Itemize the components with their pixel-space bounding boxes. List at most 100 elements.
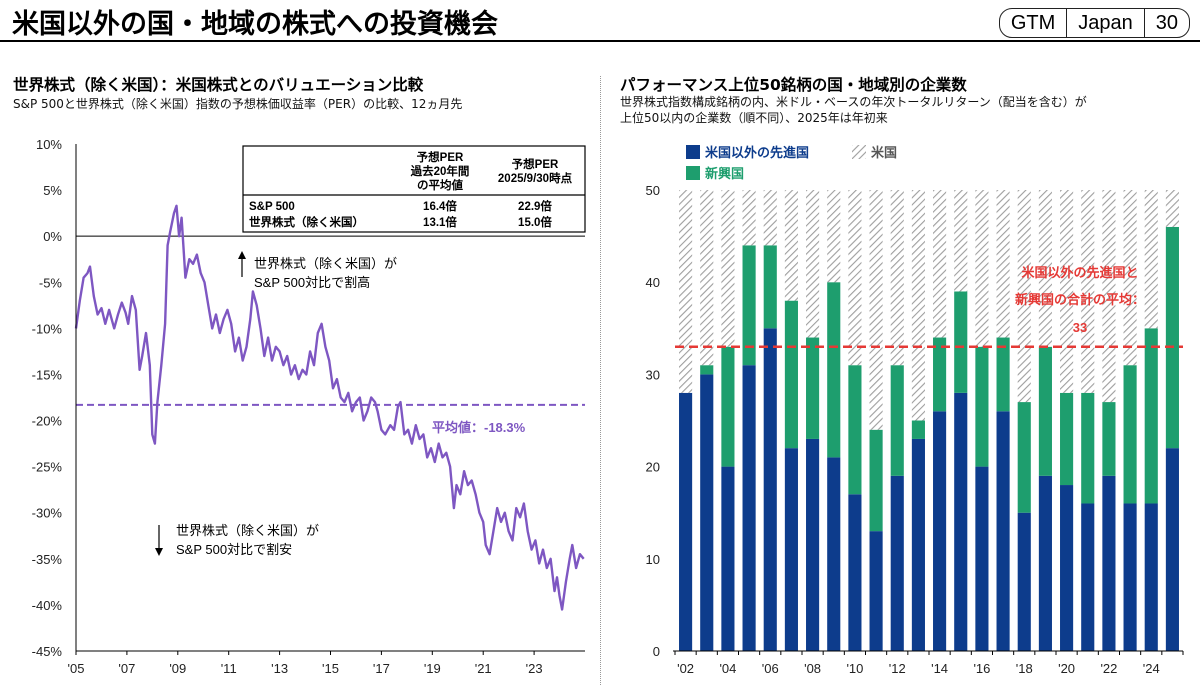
- y-tick-label: 10%: [36, 137, 62, 152]
- x-tick-label: '09: [169, 661, 186, 676]
- y-tick-label: 30: [646, 367, 660, 382]
- y-tick-label: -5%: [39, 275, 63, 290]
- annotation-cheap: 世界株式（除く米国）が S&P 500対比で割安: [155, 523, 319, 557]
- bar-us: [933, 190, 947, 338]
- bar-developed-ex-us: [784, 448, 798, 651]
- bar-us: [1102, 190, 1116, 403]
- per-table-cell: 15.0倍: [518, 215, 552, 229]
- per-table-row-label: 世界株式（除く米国）: [249, 215, 364, 229]
- right-subtitle-line: 上位50以内の企業数（順不同）、2025年は年初来: [620, 111, 888, 125]
- y-tick-label: -30%: [32, 506, 63, 521]
- bar-developed-ex-us: [679, 392, 693, 651]
- annotation-expensive: 世界株式（除く米国）が S&P 500対比で割高: [238, 251, 397, 290]
- badge-gtm: GTM: [1010, 11, 1056, 34]
- bar-emerging: [911, 420, 925, 439]
- x-tick-label: '21: [475, 661, 492, 676]
- bar-emerging: [890, 365, 904, 476]
- bar-us: [679, 190, 693, 393]
- annotation-text: S&P 500対比で割安: [176, 542, 292, 557]
- bar-developed-ex-us: [721, 466, 735, 651]
- bar-us: [1165, 190, 1179, 227]
- bar-us: [763, 190, 777, 246]
- bar-emerging: [1081, 392, 1095, 504]
- legend-swatch-us: [852, 145, 866, 159]
- x-tick-label: '17: [373, 661, 390, 676]
- bar-us: [996, 190, 1010, 338]
- bar-developed-ex-us: [1102, 475, 1116, 651]
- left-panel-title: 世界株式（除く米国）：米国株式とのバリュエーション比較: [13, 76, 424, 94]
- down-arrow-head-icon: [155, 548, 163, 556]
- y-tick-label: 5%: [43, 183, 62, 198]
- bar-emerging: [933, 337, 947, 412]
- bar-emerging: [721, 346, 735, 467]
- bar-emerging: [869, 429, 883, 532]
- bar-developed-ex-us: [1038, 475, 1052, 651]
- right-panel-title: パフォーマンス上位50銘柄の国・地域別の企業数: [620, 76, 967, 94]
- per-table-border: [242, 145, 586, 233]
- y-tick-label: -40%: [32, 598, 63, 613]
- bar-emerging: [975, 346, 989, 467]
- bar-emerging: [700, 365, 714, 375]
- y-tick-label: 40: [646, 275, 660, 290]
- bar-us: [1038, 190, 1052, 347]
- x-tick-label: '04: [719, 661, 736, 676]
- y-tick-label: -45%: [32, 644, 63, 659]
- bar-emerging: [1017, 402, 1031, 513]
- per-table-header: 予想PER: [512, 157, 559, 171]
- x-tick-label: '12: [889, 661, 906, 676]
- bar-emerging: [1144, 328, 1158, 504]
- bar-developed-ex-us: [1144, 503, 1158, 651]
- per-table-cell: 16.4倍: [423, 199, 457, 213]
- per-table-row-label: S&P 500: [249, 201, 295, 213]
- bar-developed-ex-us: [996, 411, 1010, 651]
- bar-developed-ex-us: [975, 466, 989, 651]
- bar-developed-ex-us: [848, 494, 862, 651]
- bar-us: [1144, 190, 1158, 329]
- y-tick-label: -35%: [32, 552, 63, 567]
- annotation-text: 世界株式（除く米国）が: [176, 523, 319, 538]
- x-tick-label: '15: [322, 661, 339, 676]
- average-label: 平均値：-18.3%: [432, 420, 526, 435]
- x-tick-label: '23: [526, 661, 543, 676]
- bar-us: [721, 190, 735, 347]
- bar-emerging: [1038, 346, 1052, 476]
- bar-us: [784, 190, 798, 301]
- per-table-cell: 13.1倍: [423, 215, 457, 229]
- badge-japan: Japan: [1066, 9, 1144, 37]
- bar-developed-ex-us: [1123, 503, 1137, 651]
- x-tick-label: '02: [677, 661, 694, 676]
- y-tick-label: -20%: [32, 414, 63, 429]
- bar-us: [827, 190, 841, 283]
- per-difference-line: [74, 204, 585, 611]
- per-table-header: 過去20年間: [410, 164, 470, 178]
- bar-emerging: [1123, 365, 1137, 504]
- bar-emerging: [784, 300, 798, 449]
- x-tick-label: '11: [221, 661, 237, 676]
- bar-us: [806, 190, 820, 338]
- y-tick-label: -25%: [32, 460, 63, 475]
- up-arrow-head-icon: [238, 251, 246, 259]
- bar-developed-ex-us: [869, 531, 883, 651]
- page-title: 米国以外の国・地域の株式への投資機会: [12, 9, 498, 40]
- x-tick-label: '16: [973, 661, 990, 676]
- x-tick-label: '24: [1143, 661, 1160, 676]
- x-tick-label: '19: [424, 661, 441, 676]
- legend-swatch-emerging: [686, 166, 700, 180]
- y-tick-label: 50: [646, 183, 660, 198]
- bar-developed-ex-us: [1017, 512, 1031, 651]
- bar-developed-ex-us: [1060, 485, 1074, 651]
- per-table-header: 予想PER: [417, 150, 464, 164]
- bar-developed-ex-us: [806, 438, 820, 651]
- bar-developed-ex-us: [1165, 448, 1179, 651]
- panel-divider: [600, 76, 601, 685]
- bar-us: [911, 190, 925, 421]
- bar-developed-ex-us: [763, 328, 777, 651]
- bar-developed-ex-us: [827, 457, 841, 651]
- bar-developed-ex-us: [700, 374, 714, 651]
- bar-emerging: [763, 245, 777, 329]
- legend-label: 新興国: [705, 166, 744, 181]
- per-table: 予想PER 過去20年間 の平均値 予想PER 2025/9/30時点 S&P …: [242, 145, 586, 233]
- bar-us: [848, 190, 862, 366]
- x-tick-label: '13: [271, 661, 288, 676]
- annotation-text: S&P 500対比で割高: [254, 275, 370, 290]
